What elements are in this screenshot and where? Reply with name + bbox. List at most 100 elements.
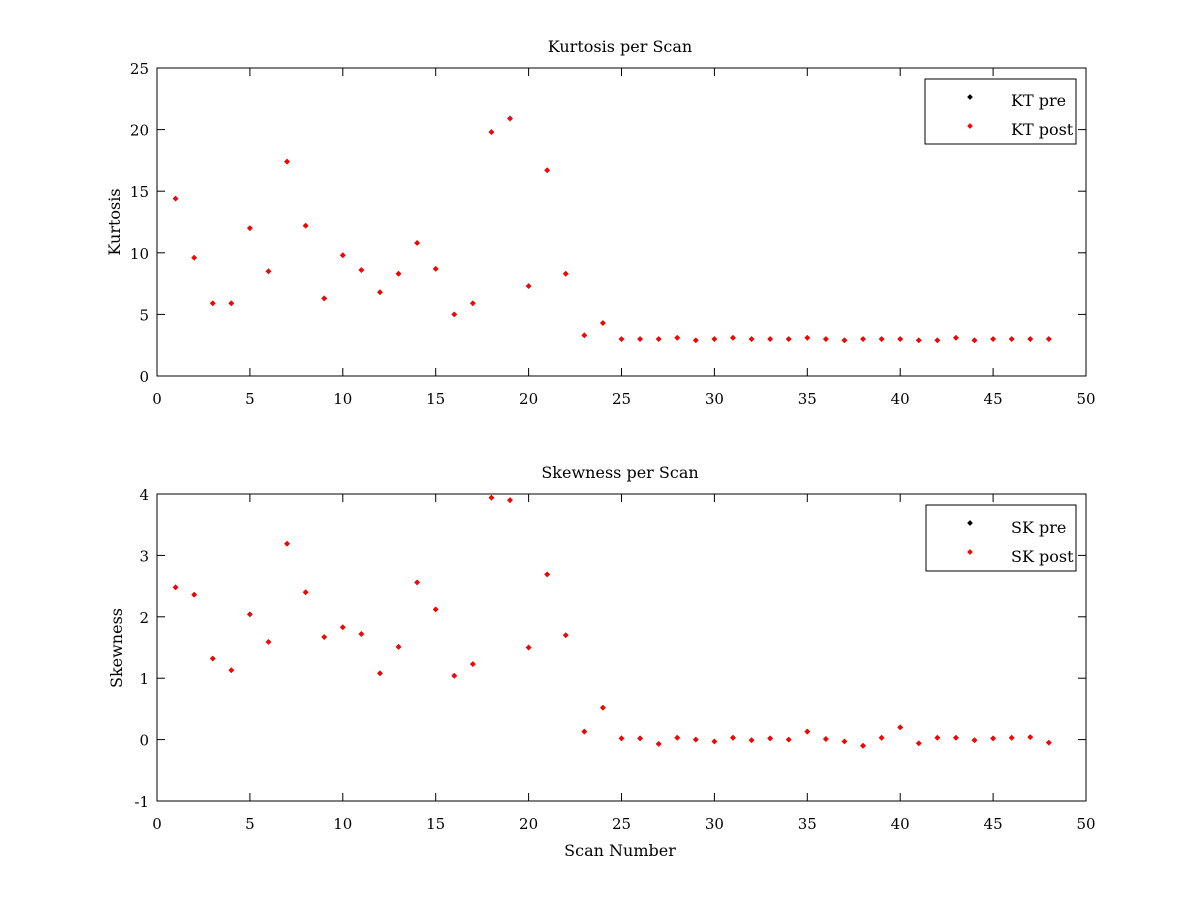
- kurtosis-point-post: [507, 115, 513, 122]
- kurtosis-point-post: [265, 268, 272, 275]
- kurtosis-legend-label-post: KT post: [1011, 120, 1074, 139]
- kurtosis-point-post: [339, 252, 346, 259]
- skewness-point-post: [711, 738, 718, 745]
- skewness-x-tick-label: 5: [245, 815, 255, 833]
- kurtosis-point-post: [414, 240, 420, 246]
- skewness-point-post: [915, 740, 922, 747]
- skewness-x-axis-label: Scan Number: [564, 841, 676, 860]
- skewness-y-tick-label: -1: [134, 793, 149, 811]
- kurtosis-point-post: [878, 336, 885, 342]
- skewness-legend-label-post: SK post: [1011, 547, 1074, 566]
- skewness-point-post: [339, 624, 346, 631]
- kurtosis-x-tick-labels: 0 5 10 15 20 25 30 35 40 45 50: [152, 390, 1095, 408]
- kurtosis-legend-box: [924, 78, 1077, 145]
- skewness-y-tick-label: 2: [139, 609, 149, 627]
- skewness-x-tick-label: 30: [705, 815, 724, 833]
- kurtosis-x-tick-label: 30: [705, 390, 724, 408]
- skewness-legend-box: [925, 504, 1077, 572]
- skewness-point-post: [228, 667, 235, 674]
- skewness-y-tick-label: 1: [139, 670, 149, 688]
- skewness-point-post: [692, 736, 699, 743]
- skewness-legend-marker-pre: [967, 520, 973, 526]
- kurtosis-point-post: [525, 283, 532, 289]
- skewness-point-post: [284, 540, 290, 547]
- skewness-x-tick-labels: 0 5 10 15 20 25 30 35 40 45 50: [152, 815, 1095, 833]
- skewness-point-post: [655, 741, 662, 747]
- skewness-point-post: [841, 738, 848, 745]
- kurtosis-point-post: [247, 225, 253, 231]
- kurtosis-y-tick-label: 5: [139, 306, 149, 324]
- skewness-point-post: [1027, 734, 1034, 740]
- kurtosis-point-post: [897, 336, 904, 342]
- skewness-point-post: [1046, 739, 1052, 746]
- kurtosis-point-post: [432, 265, 439, 272]
- skewness-point-post: [990, 735, 996, 742]
- kurtosis-point-post: [841, 337, 848, 344]
- skewness-legend: SK pre SK post: [925, 504, 1077, 572]
- skewness-point-post: [209, 655, 216, 662]
- skewness-plot-title: Skewness per Scan: [541, 463, 698, 482]
- kurtosis-point-post: [785, 336, 792, 342]
- skewness-point-post: [377, 670, 383, 677]
- kurtosis-point-post: [284, 158, 290, 165]
- kurtosis-point-post: [209, 300, 216, 307]
- skewness-point-post: [488, 494, 495, 501]
- kurtosis-y-tick-labels: 0 5 10 15 20 25: [130, 60, 149, 386]
- kurtosis-point-post: [1046, 336, 1052, 342]
- kurtosis-legend-marker-pre: [967, 94, 973, 100]
- kurtosis-point-post: [302, 222, 309, 229]
- kurtosis-x-tick-label: 25: [612, 390, 631, 408]
- skewness-point-post: [897, 724, 904, 731]
- kurtosis-point-post: [581, 332, 588, 339]
- skewness-point-post: [1008, 734, 1015, 741]
- kurtosis-point-post: [228, 300, 235, 307]
- skewness-point-post: [525, 644, 532, 651]
- skewness-y-tick-label: 3: [139, 547, 149, 565]
- kurtosis-point-post: [953, 334, 959, 341]
- skewness-point-post: [618, 735, 625, 742]
- kurtosis-tick-marks: [156, 67, 1087, 377]
- kurtosis-x-tick-label: 0: [152, 390, 162, 408]
- kurtosis-point-post: [748, 336, 755, 342]
- kurtosis-y-tick-label: 20: [130, 122, 149, 140]
- kurtosis-point-post: [730, 334, 736, 341]
- skewness-x-tick-label: 20: [519, 815, 538, 833]
- kurtosis-point-post: [172, 195, 179, 202]
- skewness-point-post: [953, 734, 959, 741]
- kurtosis-point-post: [934, 337, 941, 344]
- kurtosis-point-post: [860, 336, 866, 342]
- kurtosis-point-post: [637, 336, 643, 342]
- skewness-point-post: [600, 704, 606, 711]
- skewness-legend-marker-post: [967, 549, 973, 555]
- skewness-point-post: [562, 632, 569, 639]
- kurtosis-y-tick-label: 10: [130, 245, 149, 263]
- skewness-point-post: [432, 606, 439, 613]
- skewness-point-post: [581, 728, 588, 735]
- kurtosis-point-post: [692, 337, 699, 344]
- skewness-point-post: [637, 735, 643, 742]
- skewness-point-post: [860, 742, 866, 749]
- kurtosis-x-tick-label: 35: [798, 390, 817, 408]
- skewness-point-post: [321, 634, 328, 640]
- kurtosis-point-post: [767, 336, 773, 342]
- skewness-tick-marks: [156, 493, 1087, 802]
- kurtosis-point-post: [451, 311, 458, 318]
- kurtosis-point-post: [804, 334, 811, 341]
- skewness-point-post: [767, 735, 773, 742]
- skewness-x-tick-label: 25: [612, 815, 631, 833]
- skewness-x-tick-label: 50: [1076, 815, 1095, 833]
- skewness-point-post: [191, 591, 197, 598]
- skewness-point-post: [265, 639, 272, 645]
- kurtosis-point-post: [971, 337, 978, 344]
- kurtosis-x-tick-label: 15: [426, 390, 445, 408]
- skewness-point-post: [172, 584, 179, 591]
- kurtosis-point-post: [990, 336, 996, 342]
- kurtosis-point-post: [655, 336, 662, 342]
- skewness-point-post: [878, 734, 885, 741]
- kurtosis-legend-marker-post: [967, 123, 973, 129]
- skewness-point-post: [247, 611, 253, 618]
- kurtosis-point-post: [618, 336, 625, 342]
- skewness-x-tick-label: 35: [798, 815, 817, 833]
- kurtosis-point-post: [711, 336, 718, 342]
- skewness-point-post: [934, 734, 941, 741]
